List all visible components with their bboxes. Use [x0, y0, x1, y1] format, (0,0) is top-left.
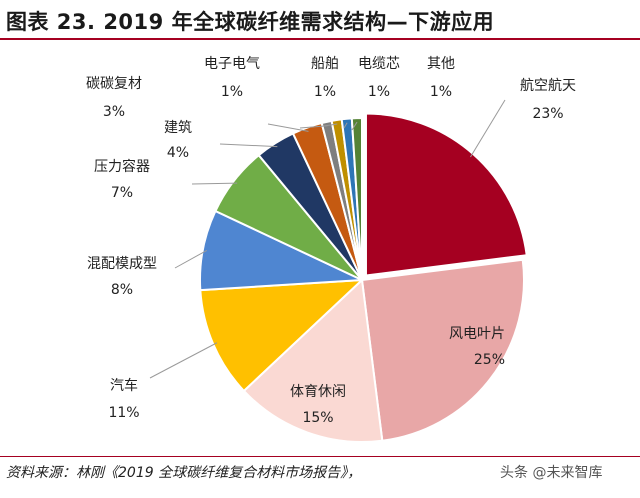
pie-slice-12: [350, 116, 363, 281]
leader-line-6: [191, 182, 238, 185]
slice-percent-3: 15%: [302, 410, 333, 426]
leader-line-5: [174, 249, 208, 269]
slice-percent-9: 1%: [221, 84, 243, 100]
pie-slice-3: [242, 277, 384, 443]
leader-line-4: [149, 342, 218, 379]
leader-line-7: [219, 143, 278, 148]
footer-divider: [0, 456, 640, 457]
leader-line-9: [299, 125, 328, 129]
slice-percent-7: 4%: [167, 145, 189, 161]
slice-label-7: 建筑: [164, 120, 192, 136]
chart-title: 图表 23. 2019 年全球碳纤维需求结构—下游应用: [6, 10, 495, 34]
slice-label-8: 碳碳复材: [86, 75, 142, 92]
slice-label-6: 压力容器: [94, 158, 150, 175]
slice-label-9: 电子电气: [204, 56, 260, 72]
slice-percent-12: 1%: [430, 84, 452, 100]
leader-line-12: [351, 121, 358, 131]
slice-percent-4: 11%: [108, 405, 139, 421]
slice-percent-6: 7%: [111, 185, 133, 201]
title-divider: [0, 38, 640, 40]
leader-line-10: [323, 123, 338, 127]
slice-label-5: 混配模成型: [87, 256, 157, 272]
slice-label-2: 风电叶片: [449, 326, 505, 342]
pie-slice-2: [360, 258, 525, 442]
slice-label-3: 体育休闲: [290, 384, 346, 400]
leader-line-8: [267, 123, 309, 132]
slice-percent-1: 23%: [532, 106, 563, 122]
slice-label-12: 其他: [427, 56, 455, 72]
slice-percent-10: 1%: [314, 84, 336, 100]
title-bar: 图表 23. 2019 年全球碳纤维需求结构—下游应用: [0, 0, 640, 40]
slice-percent-8: 3%: [103, 104, 125, 120]
pie-slice-1: [364, 112, 528, 277]
slice-percent-5: 8%: [111, 282, 133, 298]
slice-label-10: 船舶: [311, 56, 339, 72]
slice-label-1: 航空航天: [520, 78, 576, 94]
leader-line-1: [470, 99, 506, 158]
watermark: 头条 @未来智库: [500, 465, 603, 481]
leader-line-11: [343, 122, 348, 129]
slice-label-4: 汽车: [110, 377, 138, 394]
source-note: 资料来源：林刚《2019 全球碳纤维复合材料市场报告》，: [6, 465, 362, 481]
pie-chart: 航空航天 23% 风电叶片 25% 体育休闲 15% 汽车 11% 混配模成型 8% 压力容器 7% 建…: [86, 56, 576, 443]
slice-percent-2: 25%: [474, 352, 505, 368]
slice-label-11: 电缆芯: [358, 56, 400, 72]
slice-percent-11: 1%: [368, 84, 390, 100]
